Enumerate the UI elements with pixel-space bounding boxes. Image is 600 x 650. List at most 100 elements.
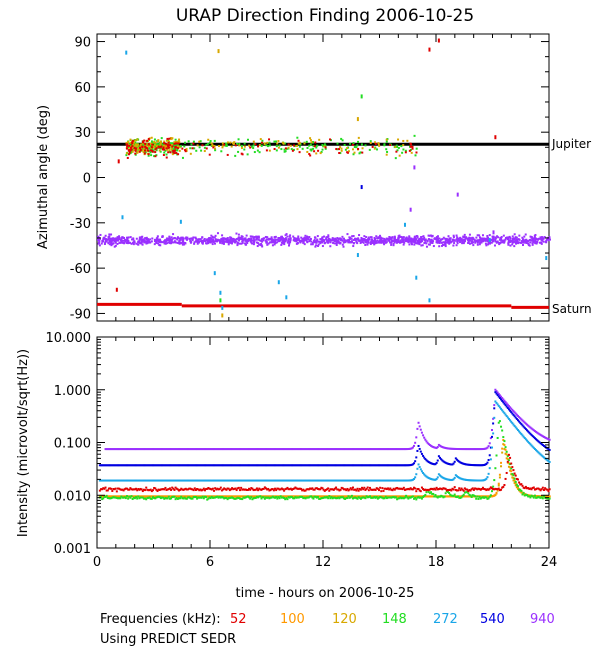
intensity-point-52 [170, 488, 173, 491]
point-120 [369, 141, 372, 144]
intensity-point-52 [252, 489, 255, 492]
intensity-point-272 [183, 479, 186, 482]
intensity-point-272 [253, 479, 256, 482]
point-940 [176, 241, 179, 244]
intensity-point-100 [492, 495, 495, 498]
intensity-point-272 [249, 479, 252, 482]
intensity-point-52 [267, 487, 270, 490]
point-940 [335, 239, 338, 242]
intensity-point-540 [458, 460, 461, 463]
point-148 [173, 143, 176, 146]
intensity-point-940 [487, 445, 490, 448]
point-940 [168, 236, 171, 239]
point-940 [478, 239, 481, 242]
intensity-point-148 [219, 496, 222, 499]
intensity-point-540 [313, 464, 316, 467]
point-120 [127, 140, 130, 143]
intensity-point-148 [374, 496, 377, 499]
intensity-point-940 [219, 448, 222, 451]
intensity-point-940 [155, 448, 158, 451]
intensity-point-272 [415, 473, 418, 476]
intensity-point-272 [504, 413, 507, 416]
intensity-point-272 [145, 479, 148, 482]
intensity-point-540 [162, 464, 165, 467]
intensity-point-148 [156, 496, 159, 499]
intensity-point-272 [188, 479, 191, 482]
point-940 [372, 240, 375, 243]
intensity-point-148 [537, 495, 540, 498]
intensity-point-148 [489, 494, 492, 497]
intensity-point-540 [252, 464, 255, 467]
point-148 [151, 147, 154, 150]
intensity-point-100 [448, 495, 451, 498]
intensity-point-940 [249, 448, 252, 451]
point-940 [182, 241, 185, 244]
intensity-point-52 [243, 488, 246, 491]
point-940 [448, 242, 451, 245]
point-148 [341, 139, 344, 142]
point-940 [525, 241, 528, 244]
intensity-point-148 [279, 495, 282, 498]
point-940 [293, 237, 296, 240]
intensity-point-52 [359, 488, 362, 491]
intensity-point-148 [300, 495, 303, 498]
intensity-point-52 [266, 488, 269, 491]
intensity-point-52 [193, 487, 196, 490]
intensity-point-100 [505, 453, 508, 456]
intensity-point-272 [313, 479, 316, 482]
intensity-point-940 [530, 427, 533, 430]
intensity-point-100 [446, 495, 449, 498]
point-148 [311, 141, 314, 144]
intensity-point-100 [121, 495, 124, 498]
intensity-point-100 [403, 495, 406, 498]
point-940 [210, 237, 213, 240]
intensity-point-148 [338, 497, 341, 500]
intensity-point-940 [536, 431, 539, 434]
point-52 [176, 142, 179, 145]
intensity-point-52 [363, 486, 366, 489]
intensity-point-940 [485, 447, 488, 450]
point-940 [171, 241, 174, 244]
point-940 [404, 237, 407, 240]
intensity-point-272 [182, 479, 185, 482]
intensity-point-120 [510, 473, 513, 476]
point-940 [432, 245, 435, 248]
intensity-point-540 [506, 406, 509, 409]
intensity-point-940 [180, 448, 183, 451]
intensity-point-148 [164, 496, 167, 499]
point-940 [283, 243, 286, 246]
intensity-point-52 [409, 487, 412, 490]
point-940 [142, 239, 145, 242]
intensity-point-940 [141, 448, 144, 451]
intensity-point-272 [327, 479, 330, 482]
intensity-point-148 [471, 494, 474, 497]
intensity-point-100 [223, 495, 226, 498]
point-940 [197, 241, 200, 244]
intensity-point-940 [295, 448, 298, 451]
intensity-point-148 [290, 496, 293, 499]
intensity-point-940 [257, 448, 260, 451]
intensity-point-272 [411, 478, 414, 481]
intensity-point-148 [176, 497, 179, 500]
intensity-point-100 [251, 495, 254, 498]
intensity-point-100 [127, 495, 130, 498]
intensity-point-148 [399, 496, 402, 499]
intensity-point-148 [443, 495, 446, 498]
intensity-point-52 [275, 489, 278, 492]
intensity-point-940 [149, 448, 152, 451]
point-940 [260, 238, 263, 241]
intensity-point-100 [355, 495, 358, 498]
intensity-point-100 [507, 462, 510, 465]
intensity-point-52 [370, 488, 373, 491]
intensity-point-52 [174, 486, 177, 489]
intensity-point-540 [485, 462, 488, 465]
intensity-point-540 [197, 464, 200, 467]
point-940 [230, 241, 233, 244]
intensity-point-940 [107, 448, 110, 451]
intensity-point-540 [239, 464, 242, 467]
intensity-point-52 [312, 488, 315, 491]
intensity-point-540 [309, 464, 312, 467]
intensity-point-272 [510, 420, 513, 423]
intensity-point-540 [330, 464, 333, 467]
point-940 [331, 239, 334, 242]
